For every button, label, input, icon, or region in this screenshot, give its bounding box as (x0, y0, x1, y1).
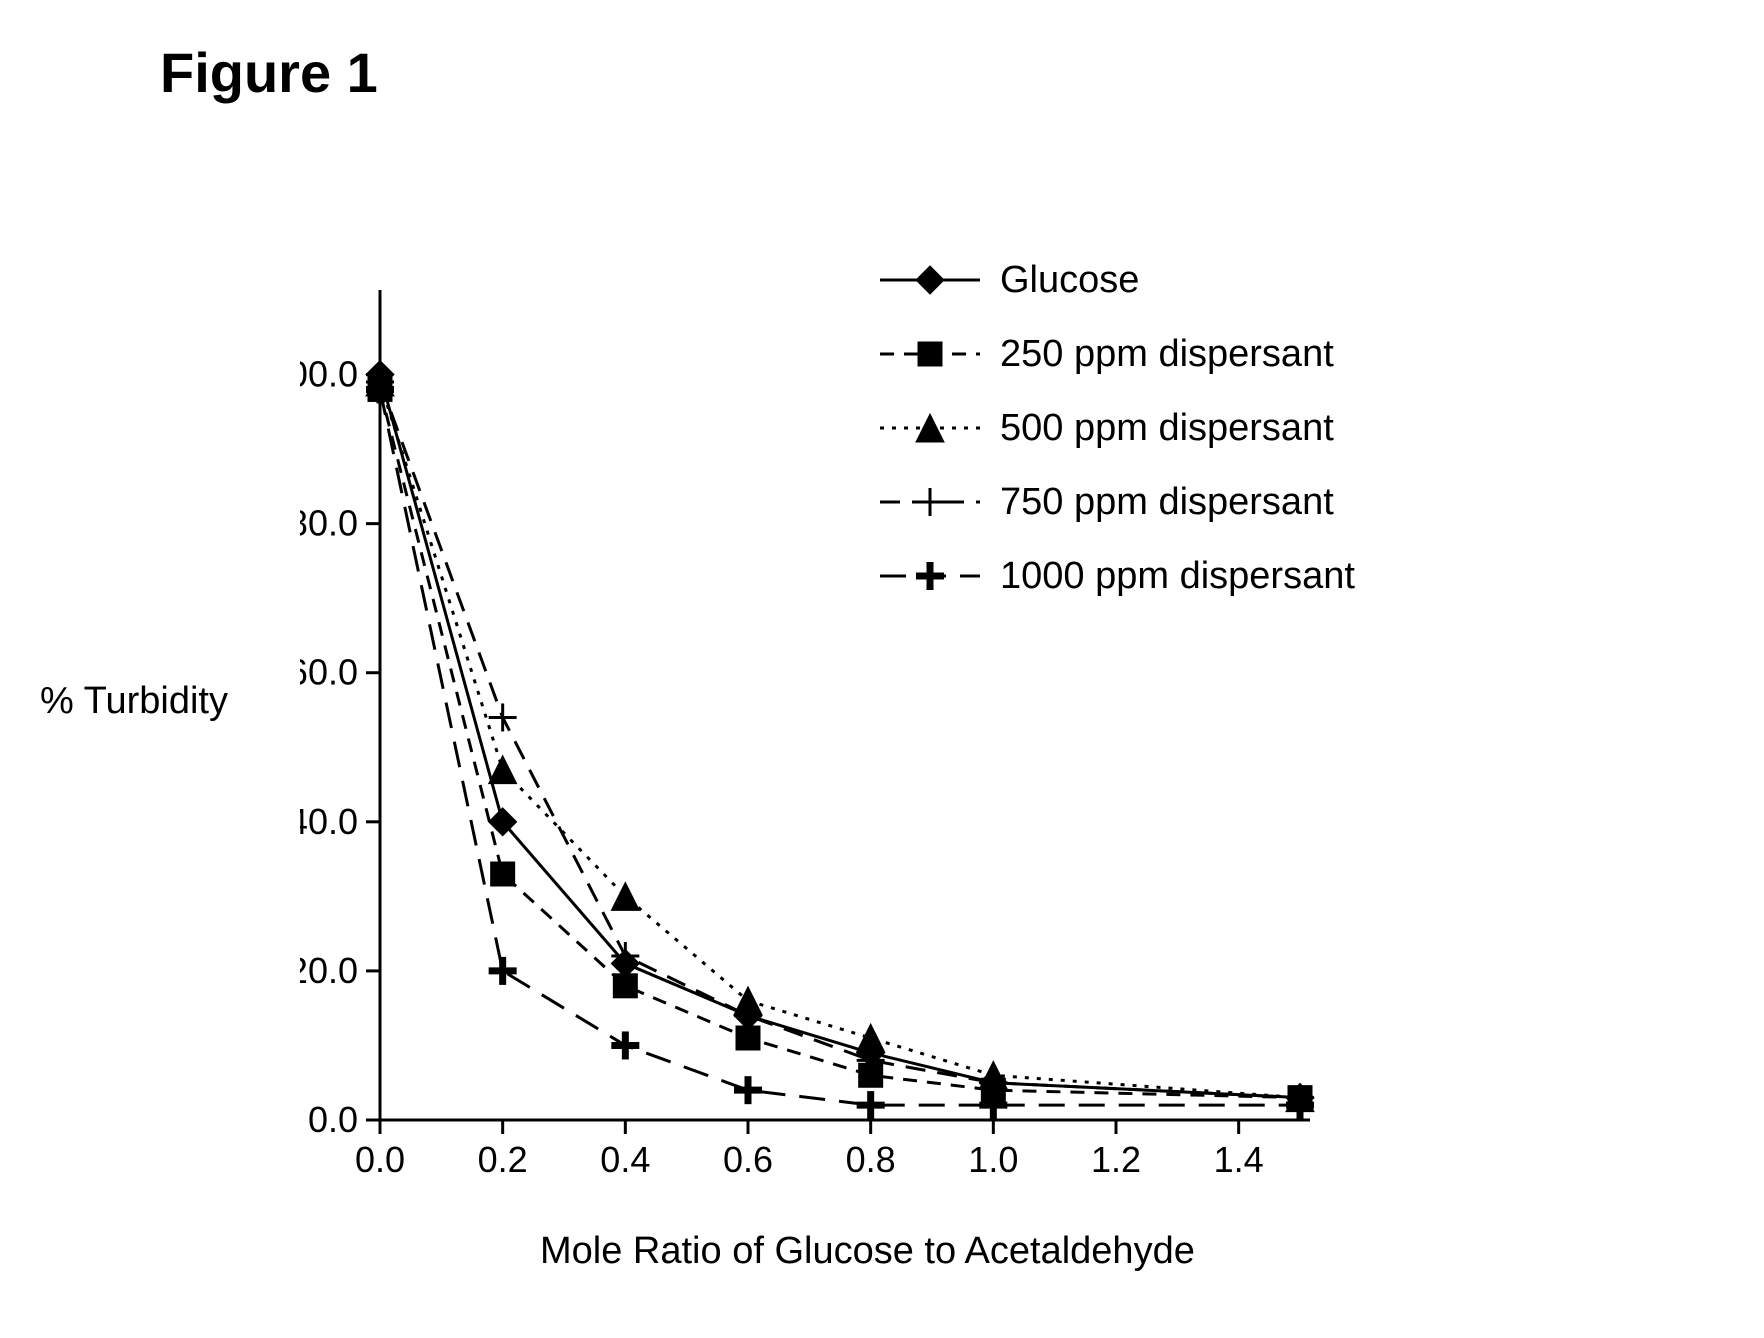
y-tick-label: 80.0 (300, 503, 358, 544)
x-tick-label: 0.0 (355, 1139, 405, 1180)
y-tick-label: 0.0 (308, 1099, 358, 1140)
legend-label: 1000 ppm dispersant (1000, 555, 1355, 597)
x-tick-label: 1.2 (1091, 1139, 1141, 1180)
legend-row: 1000 ppm dispersant (880, 555, 1355, 597)
y-tick-label: 40.0 (300, 801, 358, 842)
legend-label: Glucose (1000, 260, 1139, 301)
x-tick-label: 1.0 (968, 1139, 1018, 1180)
y-tick-label: 60.0 (300, 652, 358, 693)
series-glucose (366, 361, 1314, 1112)
chart-area: 0.0 20.0 40.0 60.0 80.0 100.0 0.0 0.2 0.4 0.6 0.8 1… (300, 260, 1600, 1180)
legend-row: 750 ppm dispersant (880, 481, 1334, 523)
legend-label: 250 ppm dispersant (1000, 333, 1334, 375)
x-tick-label: 0.2 (478, 1139, 528, 1180)
legend-row: Glucose (880, 260, 1139, 301)
legend: Glucose 250 ppm dispersant 500 ppm dispers… (880, 260, 1355, 597)
x-tick-label: 0.8 (846, 1139, 896, 1180)
y-axis-label: % Turbidity (40, 680, 228, 723)
series-750-ppm-dispersant (366, 368, 1314, 1112)
chart-svg: 0.0 20.0 40.0 60.0 80.0 100.0 0.0 0.2 0.4 0.6 0.8 1… (300, 260, 1720, 1220)
x-tick-label: 0.6 (723, 1139, 773, 1180)
legend-label: 500 ppm dispersant (1000, 407, 1334, 449)
y-tick-label: 100.0 (300, 354, 358, 395)
legend-row: 500 ppm dispersant (880, 407, 1334, 449)
x-axis-label: Mole Ratio of Glucose to Acetaldehyde (540, 1230, 1195, 1273)
series-500-ppm-dispersant (366, 368, 1314, 1112)
legend-label: 750 ppm dispersant (1000, 481, 1334, 523)
y-tick-label: 20.0 (300, 950, 358, 991)
figure-title: Figure 1 (160, 40, 378, 105)
legend-row: 250 ppm dispersant (880, 333, 1334, 375)
x-tick-label: 0.4 (600, 1139, 650, 1180)
x-tick-label: 1.4 (1214, 1139, 1264, 1180)
